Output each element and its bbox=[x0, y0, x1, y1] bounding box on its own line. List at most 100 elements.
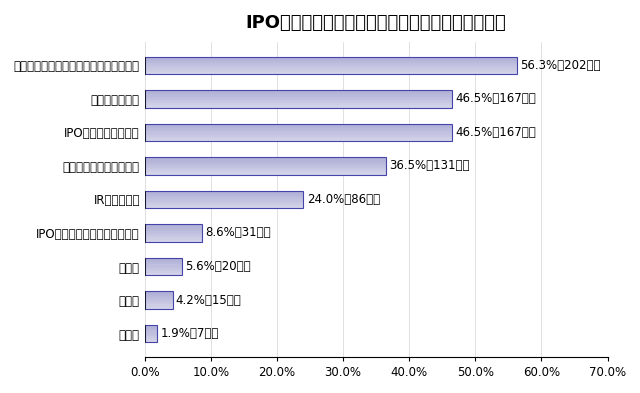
Bar bbox=[145, 229, 202, 231]
Bar bbox=[145, 340, 157, 342]
Text: 4.2%（15社）: 4.2%（15社） bbox=[176, 294, 241, 307]
Bar bbox=[145, 90, 452, 108]
Bar bbox=[145, 164, 386, 166]
Bar bbox=[145, 202, 303, 204]
Bar bbox=[145, 173, 386, 174]
Bar bbox=[145, 305, 173, 307]
Bar bbox=[145, 157, 386, 174]
Bar bbox=[145, 59, 517, 61]
Bar bbox=[145, 68, 517, 70]
Bar bbox=[145, 334, 157, 336]
Bar bbox=[145, 97, 452, 99]
Bar bbox=[145, 191, 303, 193]
Bar bbox=[145, 195, 303, 197]
Bar bbox=[145, 134, 452, 137]
Bar bbox=[145, 237, 202, 239]
Bar bbox=[145, 168, 386, 170]
Bar bbox=[145, 258, 182, 260]
Bar bbox=[145, 258, 182, 275]
Bar bbox=[145, 307, 173, 309]
Bar bbox=[145, 224, 202, 242]
Bar bbox=[145, 57, 517, 74]
Bar bbox=[145, 294, 173, 296]
Bar bbox=[145, 331, 157, 334]
Bar bbox=[145, 235, 202, 237]
Bar bbox=[145, 233, 202, 235]
Bar bbox=[145, 103, 452, 105]
Bar bbox=[145, 99, 452, 101]
Bar bbox=[145, 162, 386, 164]
Bar bbox=[145, 124, 452, 141]
Bar bbox=[145, 336, 157, 338]
Bar bbox=[145, 166, 386, 168]
Bar bbox=[145, 105, 452, 108]
Bar bbox=[145, 90, 452, 108]
Bar bbox=[145, 191, 303, 208]
Bar bbox=[145, 264, 182, 266]
Text: 46.5%（167社）: 46.5%（167社） bbox=[456, 126, 536, 139]
Bar bbox=[145, 57, 517, 59]
Bar bbox=[145, 329, 157, 331]
Bar bbox=[145, 296, 173, 298]
Bar bbox=[145, 139, 452, 141]
Bar bbox=[145, 132, 452, 134]
Bar bbox=[145, 327, 157, 329]
Bar bbox=[145, 224, 202, 242]
Bar bbox=[145, 157, 386, 159]
Bar bbox=[145, 101, 452, 103]
Bar bbox=[145, 262, 182, 264]
Bar bbox=[145, 231, 202, 233]
Bar bbox=[145, 130, 452, 132]
Title: IPOの検討にあたり特に強化すべき点（複数回答）: IPOの検討にあたり特に強化すべき点（複数回答） bbox=[246, 14, 506, 32]
Bar bbox=[145, 128, 452, 130]
Bar bbox=[145, 72, 517, 74]
Bar bbox=[145, 269, 182, 271]
Bar bbox=[145, 197, 303, 199]
Bar bbox=[145, 266, 182, 269]
Bar bbox=[145, 159, 386, 162]
Text: 24.0%（86社）: 24.0%（86社） bbox=[307, 193, 380, 206]
Bar bbox=[145, 193, 303, 195]
Bar bbox=[145, 90, 452, 92]
Bar bbox=[145, 239, 202, 242]
Bar bbox=[145, 63, 517, 65]
Bar bbox=[145, 325, 157, 327]
Text: 36.5%（131社）: 36.5%（131社） bbox=[389, 160, 470, 173]
Bar bbox=[145, 224, 202, 226]
Bar bbox=[145, 157, 386, 174]
Bar bbox=[145, 325, 157, 342]
Bar bbox=[145, 57, 517, 74]
Bar bbox=[145, 61, 517, 63]
Bar bbox=[145, 273, 182, 275]
Bar bbox=[145, 206, 303, 208]
Bar bbox=[145, 124, 452, 126]
Bar bbox=[145, 338, 157, 340]
Text: 5.6%（20社）: 5.6%（20社） bbox=[185, 260, 251, 273]
Bar bbox=[145, 260, 182, 262]
Bar bbox=[145, 92, 452, 94]
Bar bbox=[145, 291, 173, 309]
Bar bbox=[145, 94, 452, 97]
Bar bbox=[145, 204, 303, 206]
Text: 46.5%（167社）: 46.5%（167社） bbox=[456, 92, 536, 105]
Text: 8.6%（31社）: 8.6%（31社） bbox=[205, 226, 271, 239]
Bar bbox=[145, 300, 173, 302]
Bar bbox=[145, 302, 173, 305]
Text: 56.3%（202社）: 56.3%（202社） bbox=[520, 59, 601, 72]
Bar bbox=[145, 291, 173, 309]
Text: 1.9%（7社）: 1.9%（7社） bbox=[161, 327, 219, 340]
Bar bbox=[145, 226, 202, 229]
Bar bbox=[145, 126, 452, 128]
Bar bbox=[145, 170, 386, 173]
Bar bbox=[145, 291, 173, 294]
Bar bbox=[145, 271, 182, 273]
Bar bbox=[145, 258, 182, 275]
Bar bbox=[145, 298, 173, 300]
Bar bbox=[145, 191, 303, 208]
Bar bbox=[145, 325, 157, 342]
Bar bbox=[145, 65, 517, 68]
Bar bbox=[145, 70, 517, 72]
Bar bbox=[145, 199, 303, 202]
Bar bbox=[145, 124, 452, 141]
Bar bbox=[145, 137, 452, 139]
